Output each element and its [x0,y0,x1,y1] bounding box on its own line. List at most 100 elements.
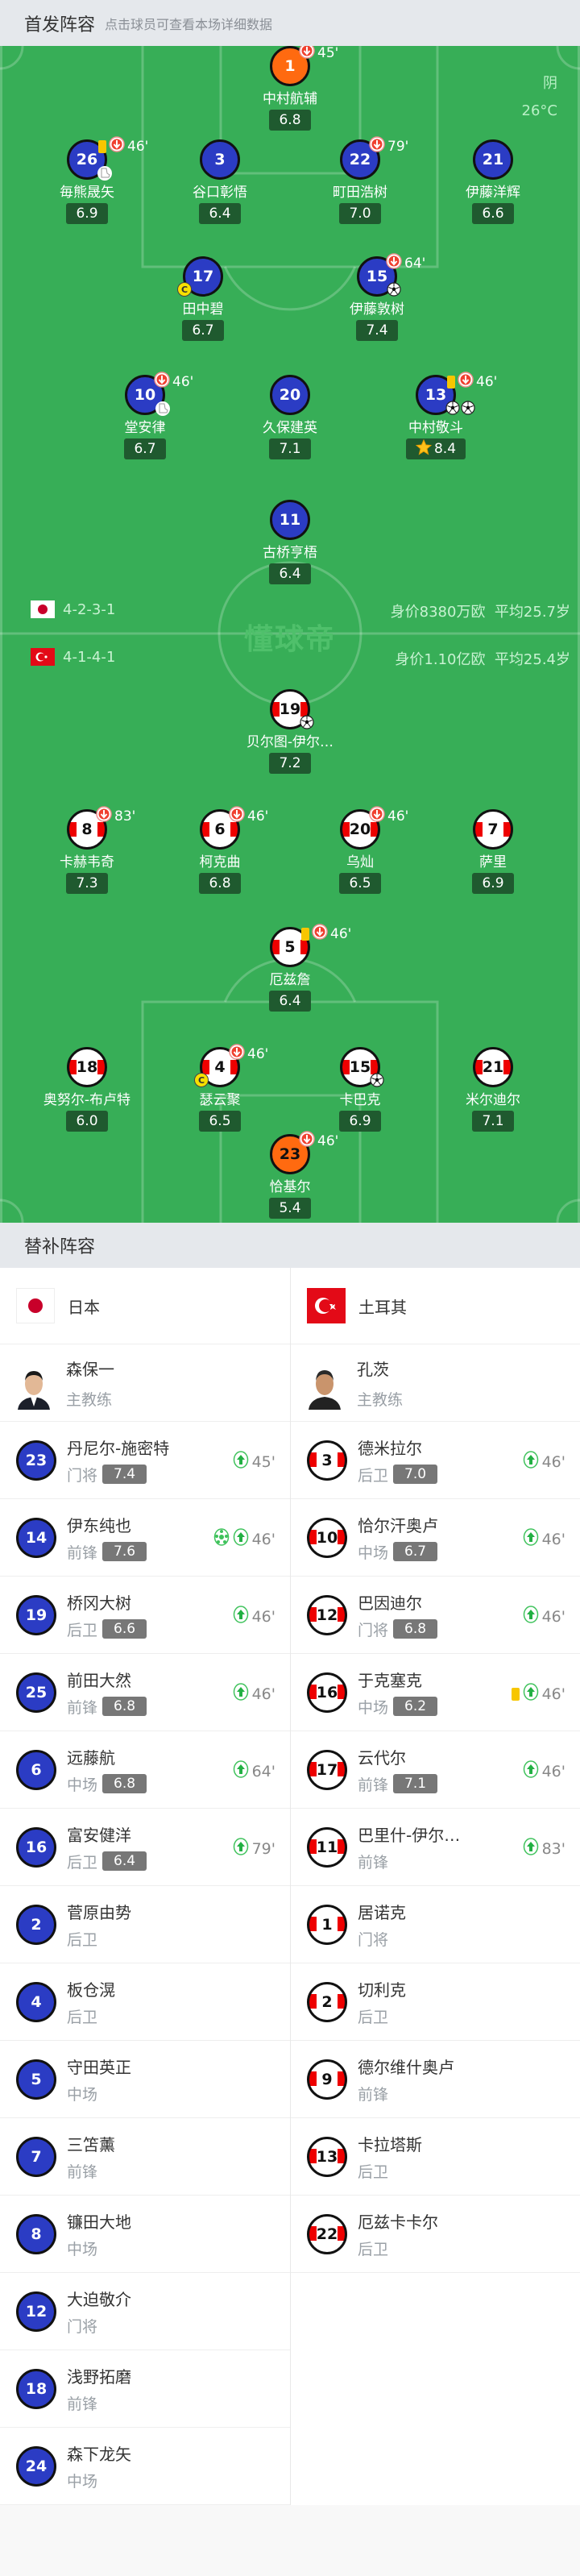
bench-player-row[interactable]: 11 巴里什-伊尔… 前锋 83' [291,1809,580,1886]
bench-player-row[interactable]: 18 浅野拓磨 前锋 [0,2350,290,2428]
shirt-number: 17 [307,1749,347,1790]
player-away[interactable]: 6 柯克曲 6.8 46' [147,806,292,894]
shirt-number: 8 [16,2213,56,2254]
player-away[interactable]: 20 乌灿 6.5 46' [288,806,433,894]
bench-player-row[interactable]: 2 切利克 后卫 [291,1963,580,2041]
bench-player-row[interactable]: 9 德尔维什奥卢 前锋 [291,2041,580,2118]
bench-player-position: 中场 [67,2240,98,2258]
bench-player-name: 富安健洋 [67,1825,131,1845]
bench-player-rating: 6.4 [102,1851,147,1871]
bench-player-row[interactable]: 12 巴因迪尔 门将 6.8 46' [291,1577,580,1654]
bench-player-position: 后卫 [358,2163,389,2181]
player-away[interactable]: 21 米尔迪尔 7.1 [420,1047,566,1132]
rating-value: 6.9 [482,875,504,891]
player-away[interactable]: 15 卡巴克 6.9 [288,1047,433,1132]
bench-player-row[interactable]: 12 大迫敬介 门将 [0,2273,290,2350]
bench-player-row[interactable]: 3 德米拉尔 后卫 7.0 46' [291,1422,580,1499]
player-away[interactable]: 19 贝尔图-伊尔… 7.2 [218,689,362,774]
goal-assist-icons [387,282,401,300]
captain-badge-icon: C [177,282,192,297]
player-home[interactable]: 10 堂安律 6.7 46' [72,372,218,459]
home-market-value: 身价8380万欧 [390,604,486,621]
bench-player-info: 菅原由势 后卫 [67,1900,131,1950]
sub-on-minute: 46' [251,1530,276,1548]
bench-player-info: 伊东纯也 前锋 7.6 [67,1513,147,1563]
shirt-number: 5 [270,927,310,967]
player-away[interactable]: 7 萨里 6.9 [420,809,566,894]
player-away[interactable]: 18 奥努尔-布卢特 6.0 [14,1047,160,1132]
player-name: 谷口彰悟 [193,185,247,201]
away-coach[interactable]: 孔茨 主教练 [291,1344,580,1422]
player-away[interactable]: 8 卡赫韦奇 7.3 83' [14,806,160,894]
home-coach[interactable]: 森保一 主教练 [0,1344,290,1422]
bench-player-row[interactable]: 25 前田大然 前锋 6.8 46' [0,1654,290,1731]
bench-player-row[interactable]: 13 卡拉塔斯 后卫 [291,2118,580,2196]
sub-on-minute: 45' [251,1452,276,1471]
bench-player-position: 前锋 [358,1853,389,1872]
bench-player-row[interactable]: 17 云代尔 前锋 7.1 46' [291,1731,580,1809]
player-home[interactable]: 26 毎熊晟矢 6.9 46' [14,136,160,224]
bench-player-rating: 6.6 [102,1619,147,1639]
bench-player-row[interactable]: 6 远藤航 中场 6.8 64' [0,1731,290,1809]
bench-player-row[interactable]: 8 镰田大地 中场 [0,2196,290,2273]
player-home[interactable]: 21 伊藤洋辉 6.6 [420,139,566,224]
rating-value: 6.5 [349,875,371,891]
player-home[interactable]: 11 古桥亨梧 6.4 [218,500,362,584]
bench-player-row[interactable]: 5 守田英正 中场 [0,2041,290,2118]
bench-player-meta: 前锋 7.1 [358,1773,438,1795]
player-home[interactable]: 22 町田浩树 7.0 79' [288,136,433,224]
player-events: 45' [299,46,338,63]
captain-badge-icon: C [194,1073,209,1087]
bench-player-row[interactable]: 14 伊东纯也 前锋 7.6 46' [0,1499,290,1577]
bench-player-position: 前锋 [67,1698,98,1717]
bench-player-position: 前锋 [67,2163,98,2181]
bench-player-meta: 后卫 [358,2160,422,2182]
player-home[interactable]: 3 谷口彰悟 6.4 [147,139,292,224]
bench-player-row[interactable]: 2 菅原由势 后卫 [0,1886,290,1963]
player-away[interactable]: 5 厄兹詹 6.4 46' [218,924,362,1012]
player-home[interactable]: 17 田中碧 6.7 C [130,256,276,341]
player-rating: 6.9 [339,1111,381,1132]
bench-player-info: 巴里什-伊尔… 前锋 [358,1822,460,1872]
assist-boot-icon [155,401,171,420]
bench-player-position: 后卫 [67,1930,98,1949]
player-home[interactable]: 1 中村航辅 6.8 45' [218,46,362,131]
bench-player-row[interactable]: 23 丹尼尔-施密特 门将 7.4 45' [0,1422,290,1499]
bench-player-position: 后卫 [358,2008,389,2026]
player-events: 46' [447,372,497,392]
shirt-number: 7 [16,2136,56,2177]
bench-player-row[interactable]: 10 恰尔汗奥卢 中场 6.7 46' [291,1499,580,1577]
home-team-row[interactable]: 日本 [0,1268,290,1344]
bench-player-row[interactable]: 19 桥冈大树 后卫 6.6 46' [0,1577,290,1654]
bench-player-row[interactable]: 7 三笘薰 前锋 [0,2118,290,2196]
player-name: 卡巴克 [339,1092,381,1108]
player-home[interactable]: 13 中村敬斗 8.4 46' [363,372,508,459]
player-rating: 6.7 [182,320,224,341]
player-rating: 6.6 [472,203,514,224]
player-rating: 6.7 [124,438,166,459]
sub-on-icon [233,1606,249,1627]
bench-player-row[interactable]: 1 居诺克 门将 [291,1886,580,1963]
player-home[interactable]: 15 伊藤敦树 7.4 64' [304,253,450,341]
sub-off-minute: 46' [317,1132,339,1149]
player-away[interactable]: 23 恰基尔 5.4 46' [218,1131,362,1219]
sub-on-minute: 64' [251,1762,276,1780]
bench-player-row[interactable]: 24 森下龙矢 中场 [0,2428,290,2505]
coach-role: 主教练 [66,1390,113,1409]
bench-player-position: 前锋 [358,2085,389,2104]
sub-off-minute: 46' [330,925,352,942]
away-team-row[interactable]: 土耳其 [291,1268,580,1344]
section-hint: 点击球员可查看本场详细数据 [105,16,273,32]
player-away[interactable]: 4 瑟云聚 6.5 46' C [147,1044,292,1132]
bench-player-row[interactable]: 22 厄兹卡卡尔 后卫 [291,2196,580,2273]
rating-value: 7.4 [366,322,388,339]
bench-player-row[interactable]: 16 富安健洋 后卫 6.4 79' [0,1809,290,1886]
bench-player-row[interactable]: 16 于克塞克 中场 6.2 46' [291,1654,580,1731]
bench-player-info: 云代尔 前锋 7.1 [358,1745,438,1795]
shirt-number: 17 [183,256,223,297]
player-home[interactable]: 20 久保建英 7.1 [218,375,362,459]
bench-player-row[interactable]: 4 板仓滉 后卫 [0,1963,290,2041]
bench-player-rating: 7.0 [393,1465,438,1484]
player-events: 64' [386,253,425,273]
weather-info: 阴 26°C [522,70,557,125]
